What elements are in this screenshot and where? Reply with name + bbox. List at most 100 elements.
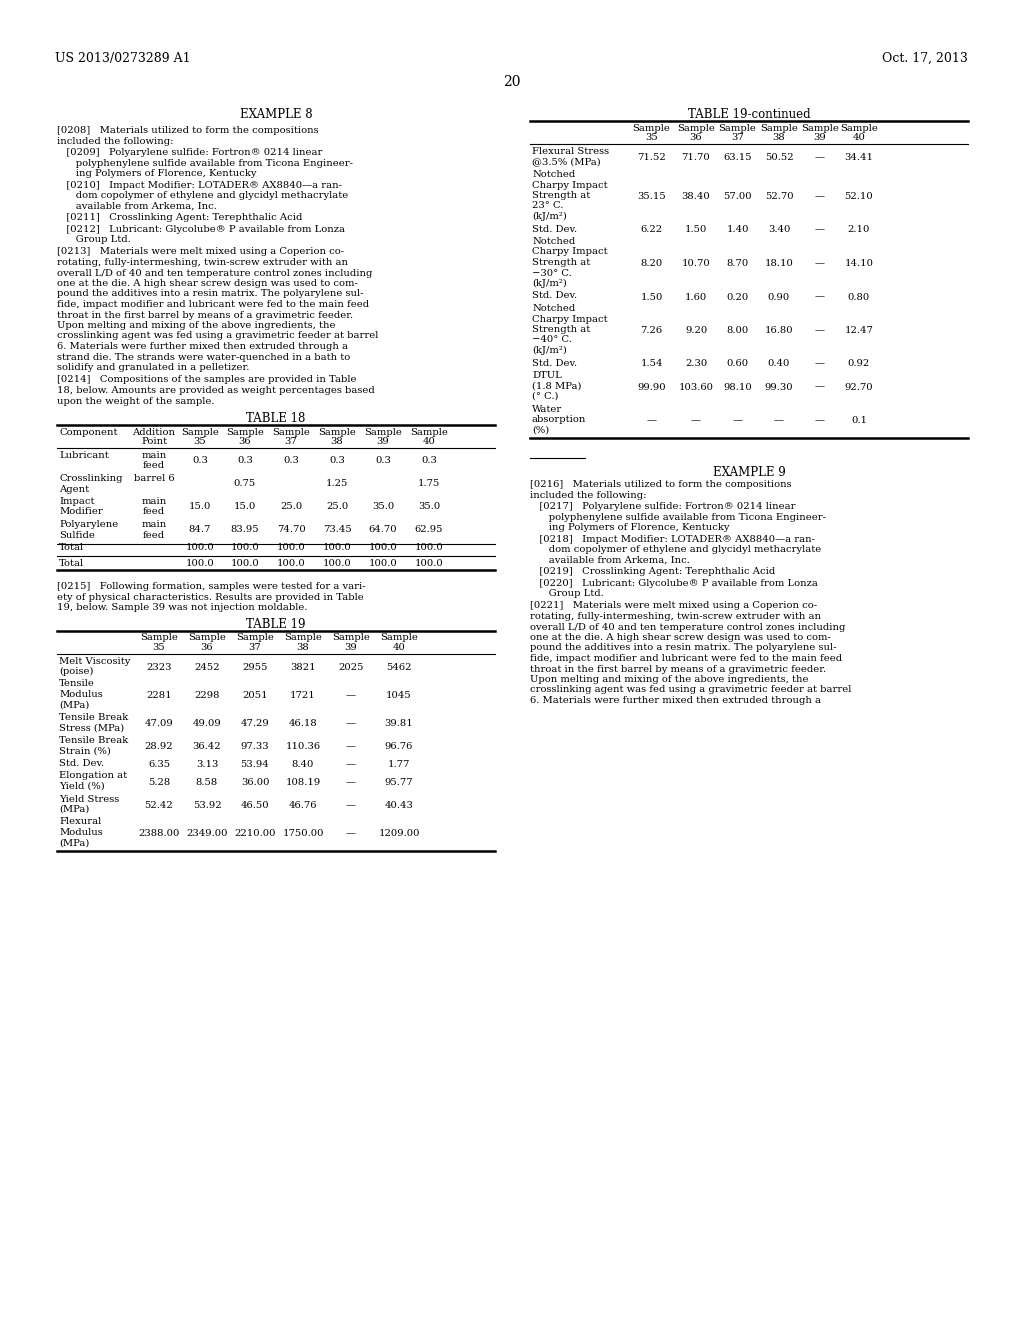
Text: (MPa): (MPa) — [59, 805, 89, 814]
Text: 2452: 2452 — [195, 663, 220, 672]
Text: 12.47: 12.47 — [845, 326, 873, 335]
Text: 100.0: 100.0 — [276, 543, 305, 552]
Text: [0211]   Crosslinking Agent: Terephthalic Acid: [0211] Crosslinking Agent: Terephthalic … — [57, 213, 302, 222]
Text: Sample: Sample — [719, 124, 757, 133]
Text: Strength at: Strength at — [532, 325, 590, 334]
Text: 38: 38 — [297, 643, 309, 652]
Text: 103.60: 103.60 — [679, 383, 714, 392]
Text: ing Polymers of Florence, Kentucky: ing Polymers of Florence, Kentucky — [57, 169, 256, 178]
Text: Sulfide: Sulfide — [59, 531, 95, 540]
Text: @3.5% (MPa): @3.5% (MPa) — [532, 157, 601, 166]
Text: Charpy Impact: Charpy Impact — [532, 314, 607, 323]
Text: 35: 35 — [645, 133, 657, 143]
Text: 100.0: 100.0 — [230, 558, 259, 568]
Text: EXAMPLE 8: EXAMPLE 8 — [240, 108, 312, 121]
Text: Group Ltd.: Group Ltd. — [57, 235, 131, 244]
Text: Std. Dev.: Std. Dev. — [532, 359, 578, 367]
Text: 52.10: 52.10 — [845, 191, 873, 201]
Text: 8.58: 8.58 — [196, 777, 218, 787]
Text: Std. Dev.: Std. Dev. — [532, 224, 578, 234]
Text: Total: Total — [59, 558, 84, 568]
Text: main: main — [141, 451, 167, 459]
Text: 1.25: 1.25 — [326, 479, 348, 488]
Text: 18.10: 18.10 — [765, 259, 794, 268]
Text: 100.0: 100.0 — [369, 558, 397, 568]
Text: 99.90: 99.90 — [637, 383, 666, 392]
Text: 36: 36 — [201, 643, 213, 652]
Text: 5462: 5462 — [386, 663, 412, 672]
Text: 0.1: 0.1 — [851, 416, 867, 425]
Text: 62.95: 62.95 — [415, 525, 443, 535]
Text: 1.50: 1.50 — [640, 293, 663, 301]
Text: [0208]   Materials utilized to form the compositions: [0208] Materials utilized to form the co… — [57, 125, 318, 135]
Text: Tensile Break: Tensile Break — [59, 737, 128, 744]
Text: Strain (%): Strain (%) — [59, 747, 111, 755]
Text: 63.15: 63.15 — [723, 153, 752, 162]
Text: [0220]   Lubricant: Glycolube® P available from Lonza: [0220] Lubricant: Glycolube® P available… — [530, 578, 818, 587]
Text: Sample: Sample — [181, 428, 219, 437]
Text: Sample: Sample — [318, 428, 356, 437]
Text: 2955: 2955 — [243, 663, 267, 672]
Text: (poise): (poise) — [59, 667, 93, 676]
Text: 47.29: 47.29 — [241, 719, 269, 729]
Text: 39: 39 — [377, 437, 389, 446]
Text: 2388.00: 2388.00 — [138, 829, 179, 838]
Text: 73.45: 73.45 — [323, 525, 351, 535]
Text: 16.80: 16.80 — [765, 326, 794, 335]
Text: Flexural: Flexural — [59, 817, 101, 826]
Text: 74.70: 74.70 — [276, 525, 305, 535]
Text: 8.00: 8.00 — [726, 326, 749, 335]
Text: 37: 37 — [285, 437, 297, 446]
Text: [0209]   Polyarylene sulfide: Fortron® 0214 linear: [0209] Polyarylene sulfide: Fortron® 021… — [57, 148, 323, 157]
Text: 0.3: 0.3 — [193, 457, 208, 465]
Text: 35.0: 35.0 — [372, 502, 394, 511]
Text: 25.0: 25.0 — [280, 502, 302, 511]
Text: 100.0: 100.0 — [369, 543, 397, 552]
Text: (kJ/m²): (kJ/m²) — [532, 279, 567, 288]
Text: 9.20: 9.20 — [685, 326, 708, 335]
Text: —: — — [346, 719, 356, 729]
Text: [0214]   Compositions of the samples are provided in Table: [0214] Compositions of the samples are p… — [57, 375, 356, 384]
Text: 110.36: 110.36 — [286, 742, 321, 751]
Text: 35.0: 35.0 — [418, 502, 440, 511]
Text: 2210.00: 2210.00 — [234, 829, 275, 838]
Text: 38.40: 38.40 — [682, 191, 711, 201]
Text: 0.80: 0.80 — [848, 293, 870, 301]
Text: strand die. The strands were water-quenched in a bath to: strand die. The strands were water-quenc… — [57, 352, 350, 362]
Text: TABLE 19-continued: TABLE 19-continued — [688, 108, 810, 121]
Text: 100.0: 100.0 — [185, 558, 214, 568]
Text: —: — — [346, 801, 356, 809]
Text: 2025: 2025 — [338, 663, 364, 672]
Text: Sample: Sample — [332, 634, 370, 643]
Text: Sample: Sample — [237, 634, 274, 643]
Text: ety of physical characteristics. Results are provided in Table: ety of physical characteristics. Results… — [57, 593, 364, 602]
Text: Strength at: Strength at — [532, 191, 590, 201]
Text: —: — — [815, 326, 825, 335]
Text: 0.20: 0.20 — [726, 293, 749, 301]
Text: 6. Materials were further mixed then extruded through a: 6. Materials were further mixed then ext… — [530, 696, 821, 705]
Text: crosslinking agent was fed using a gravimetric feeder at barrel: crosslinking agent was fed using a gravi… — [530, 685, 851, 694]
Text: fide, impact modifier and lubricant were fed to the main feed: fide, impact modifier and lubricant were… — [57, 300, 369, 309]
Text: 23° C.: 23° C. — [532, 202, 563, 210]
Text: 0.75: 0.75 — [233, 479, 256, 488]
Text: 92.70: 92.70 — [845, 383, 873, 392]
Text: —: — — [815, 259, 825, 268]
Text: 28.92: 28.92 — [144, 742, 173, 751]
Text: crosslinking agent was fed using a gravimetric feeder at barrel: crosslinking agent was fed using a gravi… — [57, 331, 379, 341]
Text: 18, below. Amounts are provided as weight percentages based: 18, below. Amounts are provided as weigh… — [57, 385, 375, 395]
Text: Sample: Sample — [410, 428, 447, 437]
Text: —: — — [346, 742, 356, 751]
Text: one at the die. A high shear screw design was used to com-: one at the die. A high shear screw desig… — [57, 279, 357, 288]
Text: 8.70: 8.70 — [726, 259, 749, 268]
Text: 1.40: 1.40 — [726, 226, 749, 235]
Text: Notched: Notched — [532, 238, 575, 246]
Text: 97.33: 97.33 — [241, 742, 269, 751]
Text: 95.77: 95.77 — [385, 777, 414, 787]
Text: throat in the first barrel by means of a gravimetric feeder.: throat in the first barrel by means of a… — [57, 310, 353, 319]
Text: [0216]   Materials utilized to form the compositions: [0216] Materials utilized to form the co… — [530, 480, 792, 488]
Text: 3.40: 3.40 — [768, 226, 791, 235]
Text: 0.3: 0.3 — [238, 457, 253, 465]
Text: 0.90: 0.90 — [768, 293, 791, 301]
Text: 37: 37 — [249, 643, 261, 652]
Text: 100.0: 100.0 — [276, 558, 305, 568]
